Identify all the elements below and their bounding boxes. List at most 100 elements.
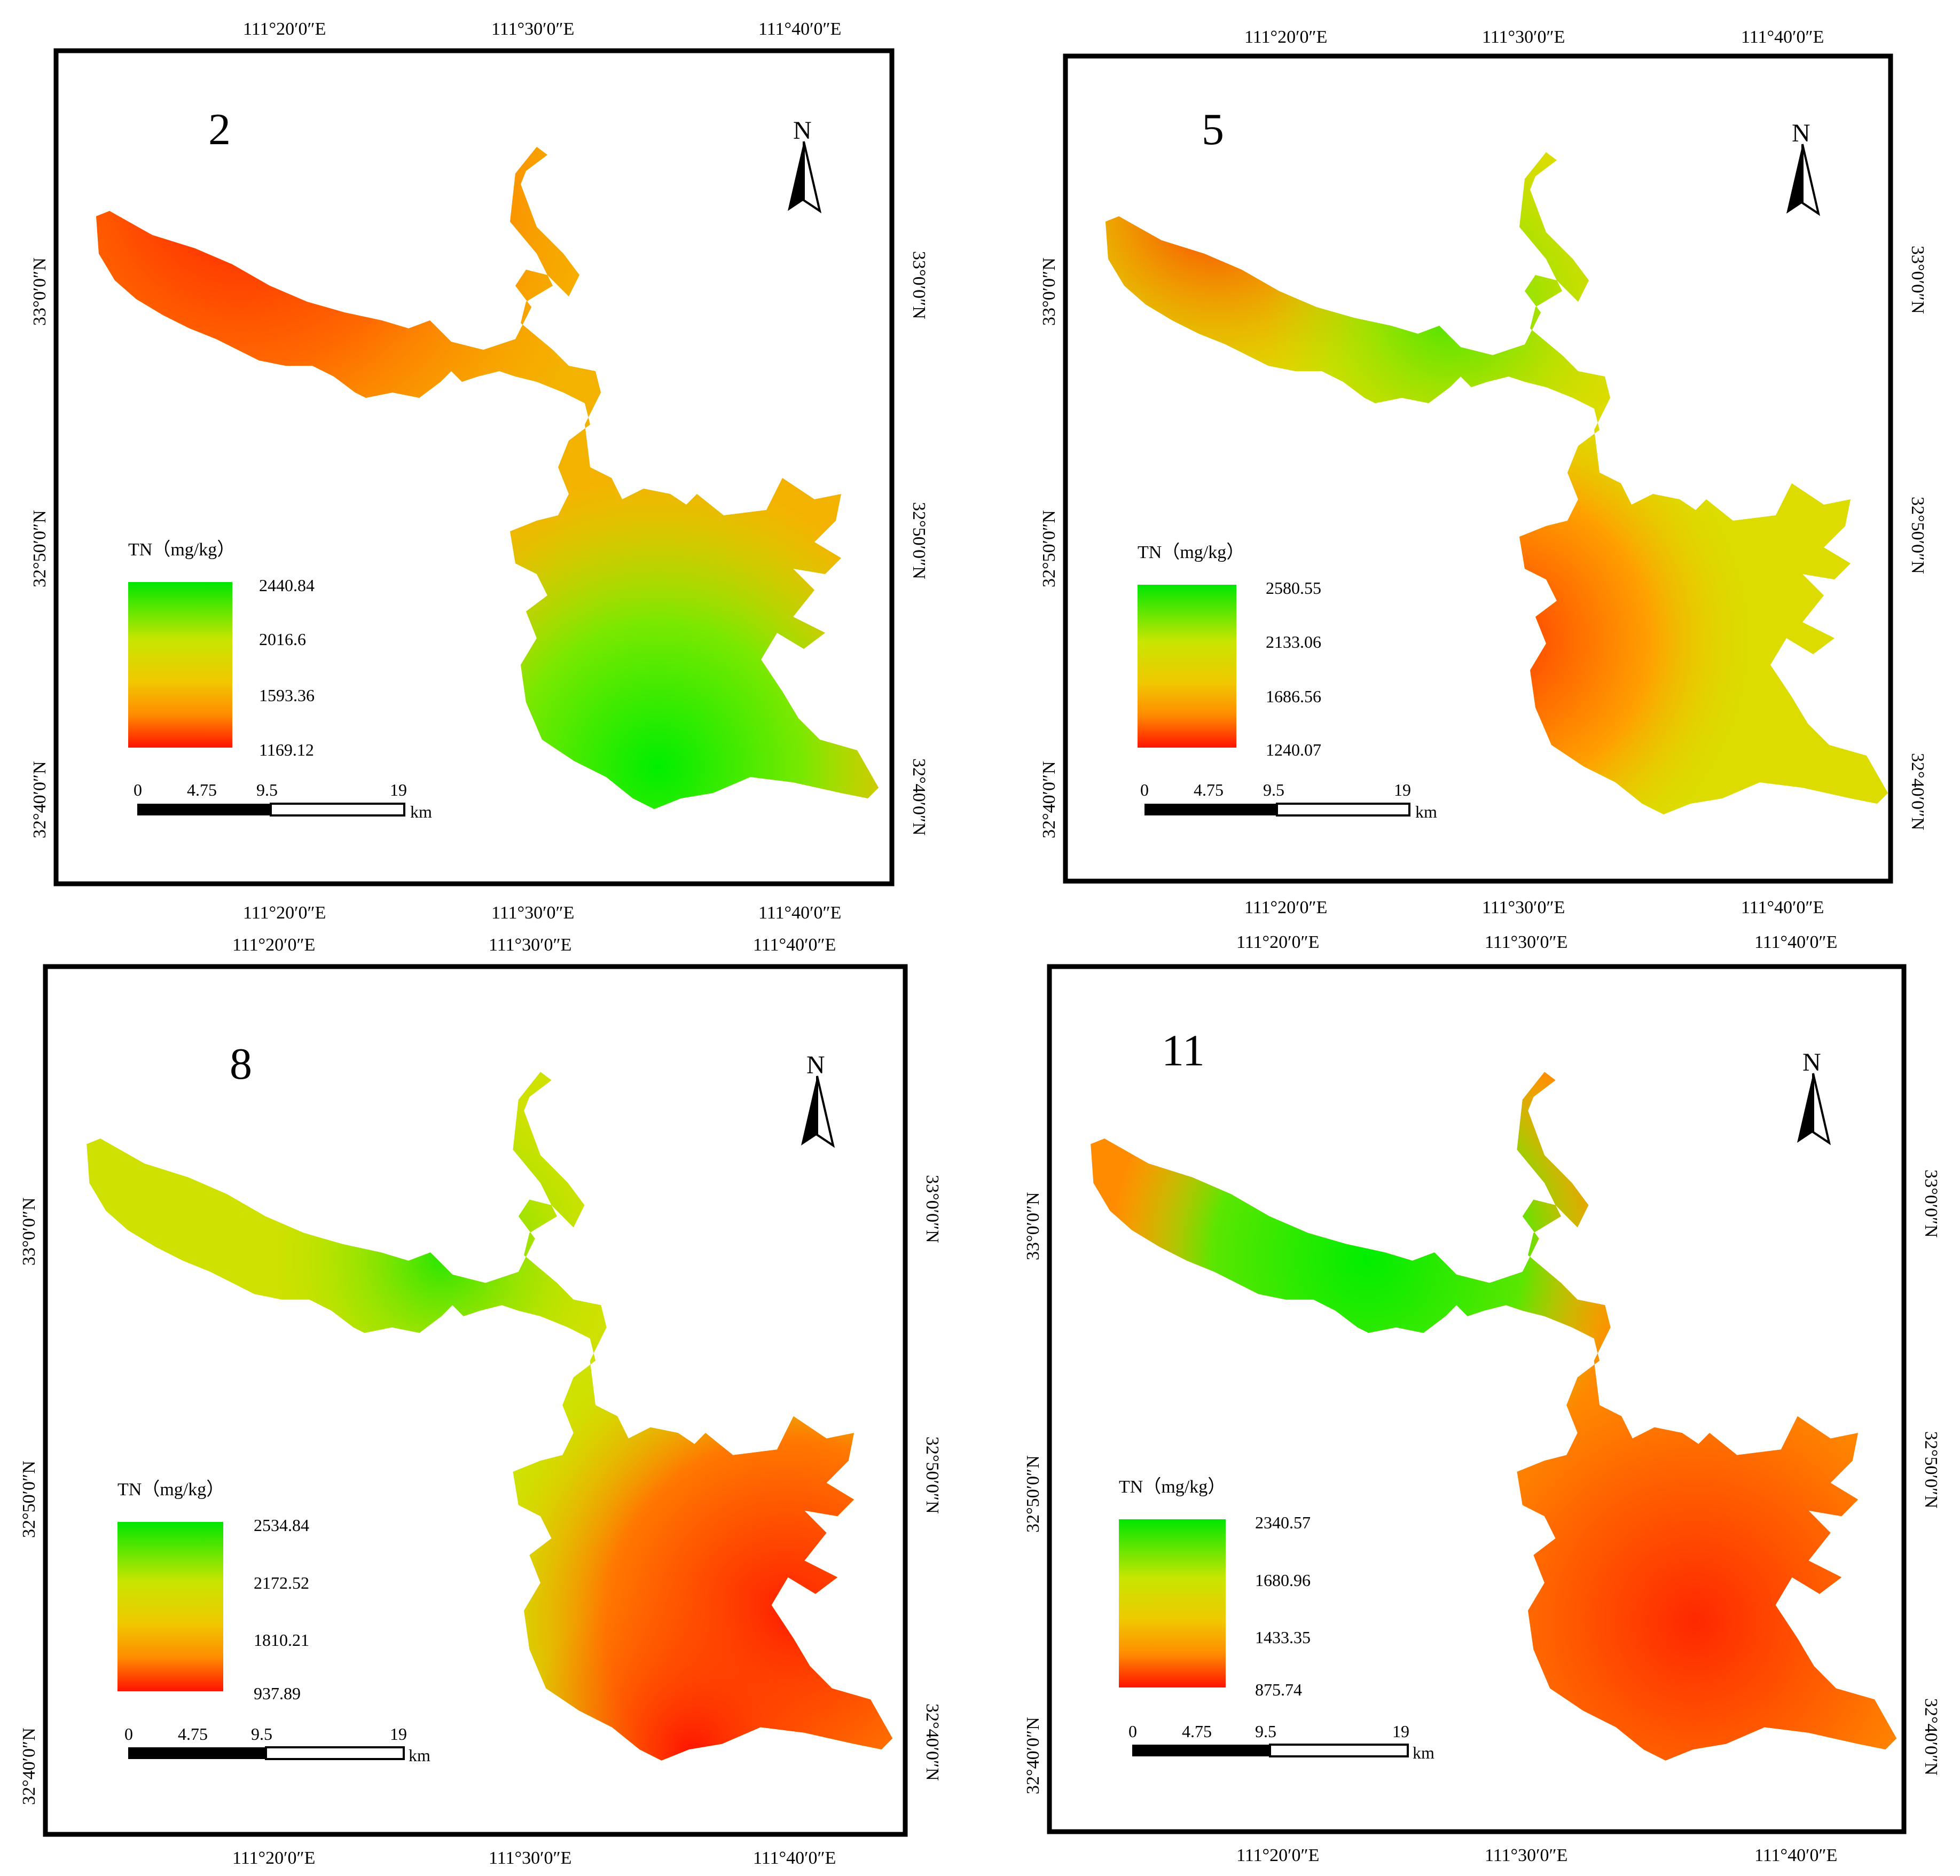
lon-label-top: 111°40′0″E [1754,932,1837,952]
legend-title: TN（mg/kg） [1119,1477,1226,1497]
lon-label-top: 111°30′0″E [1482,27,1565,47]
lat-label-right: 32°40′0″N [909,758,929,836]
scale-unit: km [410,802,432,821]
lon-label-bottom: 111°30′0″E [491,903,574,923]
panel-frame [1063,53,1893,884]
lat-label-left: 33°0′0″N [19,1197,39,1266]
legend-value-3: 1810.21 [254,1630,309,1650]
panel-number: 11 [1162,1026,1205,1076]
tn-legend: TN（mg/kg） 2534.84 2172.52 1810.21 937.89 [117,1479,309,1703]
scale-tick: 9.5 [1263,780,1284,799]
scale-tick: 4.75 [1194,780,1224,799]
legend-value-max: 2580.55 [1266,578,1321,598]
scale-bar: 0 4.75 9.5 19 km [124,1724,430,1765]
lon-label-bottom: 111°30′0″E [489,1848,571,1868]
lon-label-bottom: 111°30′0″E [1485,1846,1567,1865]
lat-label-right: 32°50′0″N [909,502,929,579]
lon-label-top: 111°20′0″E [232,935,315,955]
tn-legend: TN（mg/kg） 2440.84 2016.6 1593.36 1169.12 [128,539,315,759]
north-label: N [1792,119,1810,147]
north-label: N [793,116,812,145]
panel-frame [1047,964,1907,1834]
lon-label-bottom: 111°30′0″E [1482,898,1565,917]
map-panel-8: 8 N TN（mg/kg） 2534.84 2172.52 1810.21 93… [43,964,908,1837]
panel-number: 5 [1202,105,1224,154]
lat-label-left: 32°40′0″N [1039,761,1059,838]
panel-number: 2 [208,105,231,154]
legend-value-2: 2133.06 [1266,632,1321,652]
legend-value-min: 937.89 [254,1684,301,1703]
lon-label-bottom: 111°40′0″E [1754,1846,1837,1865]
scale-unit: km [1413,1743,1434,1762]
north-arrow-icon [1785,143,1820,215]
lat-label-left: 32°50′0″N [1023,1455,1043,1533]
map-panel-5: 5 N TN（mg/kg） 2580.55 2133.06 1686.56 12… [1063,53,1893,884]
reservoir-tn-surface [87,1072,893,1761]
lat-label-left: 32°50′0″N [30,510,50,587]
map-panel-2: 2 N TN（mg/kg） 2440.84 2016.6 1593.36 116… [53,48,895,886]
legend-value-min: 875.74 [1255,1680,1302,1699]
scale-tick: 4.75 [1182,1722,1212,1741]
lat-label-left: 32°40′0″N [19,1728,39,1805]
lat-label-right: 32°40′0″N [1908,753,1927,830]
scale-tick: 9.5 [256,780,278,799]
north-label: N [1802,1048,1821,1077]
lat-label-left: 32°40′0″N [30,761,50,838]
panel-number: 8 [230,1039,252,1089]
legend-title: TN（mg/kg） [1138,542,1244,562]
panel-frame [53,48,895,886]
lat-label-left: 32°50′0″N [19,1461,39,1538]
lon-label-bottom: 111°40′0″E [1741,898,1824,917]
lat-label-right: 32°50′0″N [1908,497,1927,574]
lat-label-right: 32°50′0″N [1921,1431,1941,1509]
reservoir-tn-surface [1106,152,1888,814]
scale-tick: 0 [134,780,142,799]
lat-label-left: 33°0′0″N [30,257,50,326]
graticule-labels-panel-2: 111°20′0″E 111°30′0″E 111°40′0″E 111°20′… [30,19,929,923]
reservoir-tn-surface [1091,1072,1897,1761]
lon-label-bottom: 111°40′0″E [753,1848,836,1868]
lat-label-right: 33°0′0″N [1908,246,1927,314]
lon-label-top: 111°30′0″E [1485,932,1567,952]
legend-value-max: 2440.84 [259,576,315,595]
lat-label-right: 33°0′0″N [1921,1169,1941,1238]
scale-tick: 19 [390,780,407,799]
scale-unit: km [409,1746,430,1765]
lon-label-top: 111°20′0″E [243,19,326,39]
lat-label-left: 33°0′0″N [1023,1192,1043,1260]
legend-value-2: 2016.6 [259,630,306,649]
legend-color-ramp [1119,1519,1226,1687]
scale-tick: 0 [124,1724,133,1744]
lat-label-left: 32°40′0″N [1023,1717,1043,1794]
legend-value-2: 1680.96 [1255,1571,1311,1590]
lon-label-top: 111°30′0″E [491,19,574,39]
legend-color-ramp [117,1522,223,1691]
north-label: N [806,1051,825,1079]
scale-unit: km [1415,802,1437,821]
legend-value-max: 2340.57 [1255,1513,1311,1532]
legend-value-min: 1169.12 [259,740,314,759]
lat-label-right: 33°0′0″N [909,251,929,319]
lon-label-bottom: 111°20′0″E [1236,1846,1319,1865]
reservoir-tn-surface [96,147,879,809]
lat-label-left: 32°50′0″N [1039,510,1059,587]
scale-bar: 0 4.75 9.5 19 km [1140,780,1437,821]
lon-label-top: 111°30′0″E [489,935,571,955]
panel-frame [43,964,908,1837]
scale-tick: 19 [390,1724,407,1744]
lon-label-top: 111°40′0″E [1741,27,1824,47]
scale-tick: 9.5 [251,1724,272,1744]
lat-label-right: 32°40′0″N [922,1704,942,1781]
lat-label-right: 32°50′0″N [922,1437,942,1514]
scale-tick: 19 [1394,780,1411,799]
lon-label-top: 111°20′0″E [1244,27,1327,47]
scale-bar: 0 4.75 9.5 19 km [1128,1722,1434,1762]
lon-label-bottom: 111°20′0″E [1244,898,1327,917]
lat-label-right: 33°0′0″N [922,1175,942,1243]
scale-bar: 0 4.75 9.5 19 km [134,780,432,821]
lat-label-right: 32°40′0″N [1921,1698,1941,1776]
lon-label-bottom: 111°40′0″E [758,903,841,923]
legend-value-min: 1240.07 [1266,740,1321,759]
lon-label-top: 111°40′0″E [758,19,841,39]
